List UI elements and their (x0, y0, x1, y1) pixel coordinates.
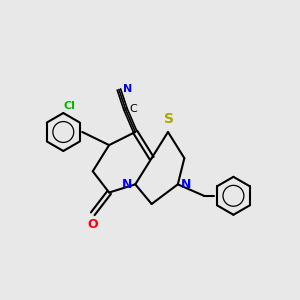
Text: C: C (129, 104, 137, 114)
Text: O: O (87, 218, 98, 231)
Text: Cl: Cl (64, 101, 76, 111)
Text: N: N (122, 178, 133, 191)
Text: N: N (123, 85, 132, 94)
Text: N: N (180, 178, 191, 191)
Text: S: S (164, 112, 174, 126)
